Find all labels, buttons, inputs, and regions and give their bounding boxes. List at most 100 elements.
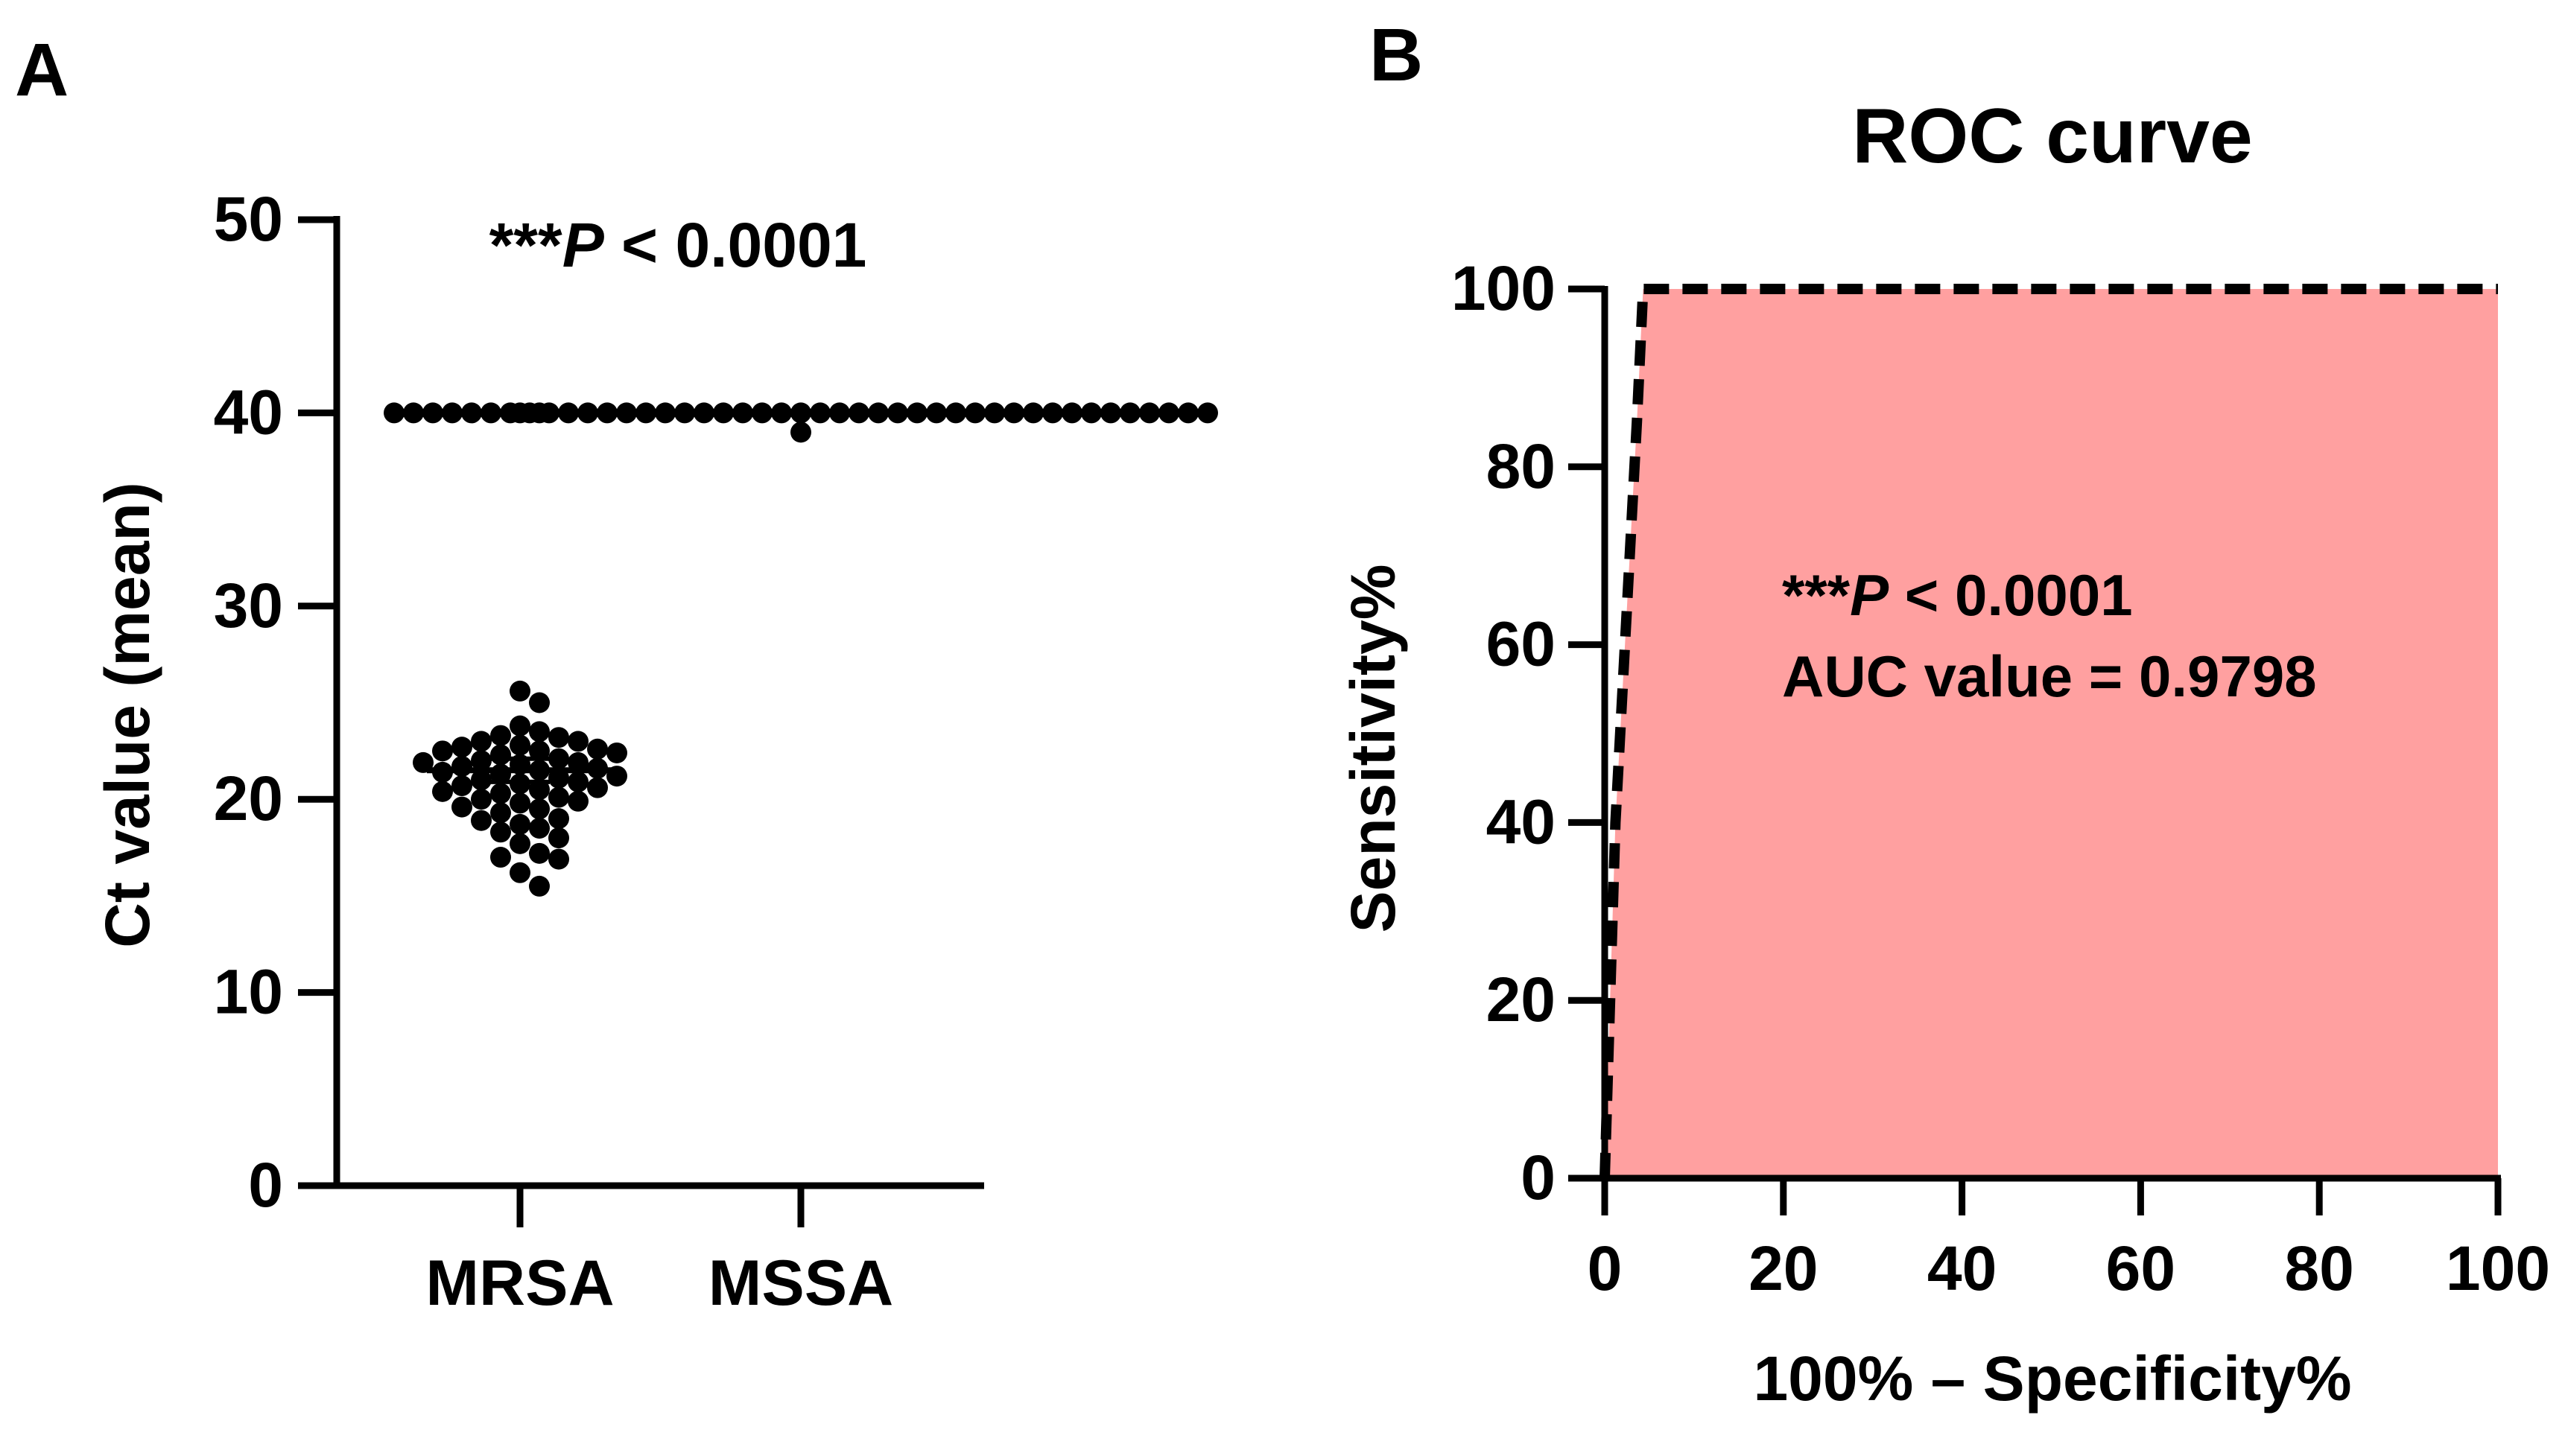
data-point bbox=[1197, 402, 1218, 424]
data-point bbox=[510, 734, 530, 756]
data-point bbox=[432, 740, 453, 762]
data-point bbox=[790, 422, 811, 443]
panel-b-y-tick-label: 60 bbox=[1486, 609, 1556, 679]
data-point bbox=[471, 750, 492, 772]
data-point bbox=[432, 781, 453, 802]
data-point bbox=[481, 402, 501, 424]
data-point bbox=[1042, 402, 1063, 424]
data-point bbox=[694, 402, 714, 424]
panel-a-chart: Ct value (mean) ***P < 0.0001 0 10 20 30 40 5… bbox=[92, 184, 1218, 1319]
data-point bbox=[548, 827, 569, 849]
data-point bbox=[577, 402, 598, 424]
data-point bbox=[548, 748, 569, 769]
data-point bbox=[500, 402, 521, 424]
panel-b-x-ticks: 0 20 40 60 80 100 bbox=[1588, 1178, 2550, 1303]
panel-b-x-tick-label: 40 bbox=[1927, 1233, 1997, 1303]
panel-b-chart: ROC curve Sensitivity% 100% – Specificit… bbox=[1338, 93, 2550, 1414]
data-point bbox=[510, 862, 530, 883]
data-point bbox=[451, 796, 472, 818]
data-point bbox=[510, 813, 530, 835]
panel-a-p-symbol: P bbox=[562, 210, 605, 280]
panel-a-y-tick-label: 40 bbox=[214, 377, 283, 447]
data-point bbox=[1178, 402, 1199, 424]
panel-a-y-tick-label: 10 bbox=[214, 957, 283, 1027]
panel-b-y-tick-label: 20 bbox=[1486, 964, 1556, 1034]
data-point bbox=[490, 847, 511, 868]
panel-b-y-tick-label: 100 bbox=[1451, 253, 1556, 323]
panel-a-y-tick-label: 0 bbox=[248, 1150, 283, 1220]
panel-b-x-tick-label: 20 bbox=[1748, 1233, 1818, 1303]
data-point bbox=[510, 833, 530, 854]
panel-a-x-ticks: MRSA MSSA bbox=[425, 1186, 893, 1319]
data-point bbox=[945, 402, 966, 424]
data-point bbox=[529, 875, 550, 897]
data-point bbox=[471, 769, 492, 791]
panel-b-auc-annotation: AUC value = 0.9798 bbox=[1782, 643, 2317, 709]
panel-label-a: A bbox=[15, 28, 69, 112]
data-point bbox=[529, 692, 550, 713]
data-point bbox=[635, 402, 656, 424]
panel-b-x-axis-label: 100% – Specificity% bbox=[1753, 1344, 2351, 1414]
data-point bbox=[384, 402, 405, 424]
panel-b-x-tick-label: 0 bbox=[1588, 1233, 1623, 1303]
data-point bbox=[490, 802, 511, 824]
panel-a-y-tick-label: 50 bbox=[214, 184, 283, 254]
panel-b-y-tick-label: 0 bbox=[1521, 1142, 1556, 1212]
data-point bbox=[451, 756, 472, 778]
data-point bbox=[548, 808, 569, 830]
data-point bbox=[984, 402, 1005, 424]
data-point bbox=[510, 792, 530, 814]
panel-a-y-axis-label: Ct value (mean) bbox=[92, 482, 162, 948]
data-point bbox=[606, 742, 627, 763]
data-point bbox=[490, 821, 511, 843]
data-point bbox=[490, 783, 511, 804]
data-point bbox=[529, 740, 550, 762]
data-point bbox=[1120, 402, 1141, 424]
panel-b-p-text: < 0.0001 bbox=[1889, 562, 2132, 628]
data-point bbox=[887, 402, 908, 424]
data-point bbox=[548, 786, 569, 808]
data-point bbox=[529, 721, 550, 743]
data-point bbox=[1100, 402, 1121, 424]
data-point bbox=[1158, 402, 1179, 424]
roc-curve bbox=[1599, 284, 2498, 1179]
data-point bbox=[490, 744, 511, 766]
panel-a-summary-lines bbox=[427, 410, 894, 784]
data-point bbox=[587, 738, 608, 760]
data-point bbox=[674, 402, 695, 424]
data-point bbox=[597, 402, 618, 424]
data-point bbox=[529, 798, 550, 820]
panel-b-x-tick-label: 60 bbox=[2106, 1233, 2175, 1303]
data-point bbox=[568, 731, 589, 752]
panel-b-x-tick-label: 80 bbox=[2284, 1233, 2353, 1303]
data-point bbox=[529, 818, 550, 839]
data-point bbox=[558, 402, 579, 424]
data-point bbox=[548, 727, 569, 748]
data-point bbox=[471, 731, 492, 752]
data-point bbox=[451, 737, 472, 758]
panel-a-x-tick-label: MSSA bbox=[708, 1247, 893, 1319]
panel-a-p-annotation: ***P < 0.0001 bbox=[489, 210, 867, 280]
data-point bbox=[1023, 402, 1044, 424]
data-point bbox=[422, 402, 443, 424]
panel-label-b: B bbox=[1369, 13, 1423, 97]
panel-a-y-tick-label: 20 bbox=[214, 763, 283, 833]
panel-a-y-tick-label: 30 bbox=[214, 570, 283, 640]
roc-area bbox=[1605, 289, 2498, 1178]
data-point bbox=[568, 790, 589, 812]
data-point bbox=[926, 402, 947, 424]
panel-b-y-tick-label: 40 bbox=[1486, 786, 1556, 856]
panel-b-p-stars: *** bbox=[1782, 562, 1851, 628]
data-point bbox=[1139, 402, 1160, 424]
panel-a-x-tick-label: MRSA bbox=[425, 1247, 614, 1319]
data-point bbox=[539, 402, 559, 424]
panel-b-p-annotation: ***P < 0.0001 bbox=[1782, 562, 2133, 628]
data-point bbox=[965, 402, 986, 424]
data-point bbox=[471, 810, 492, 831]
data-point bbox=[655, 402, 676, 424]
panel-b-p-symbol: P bbox=[1850, 562, 1889, 628]
data-point bbox=[1062, 402, 1082, 424]
data-point bbox=[461, 402, 482, 424]
panel-b-y-ticks: 0 20 40 60 80 100 bbox=[1451, 253, 1605, 1212]
